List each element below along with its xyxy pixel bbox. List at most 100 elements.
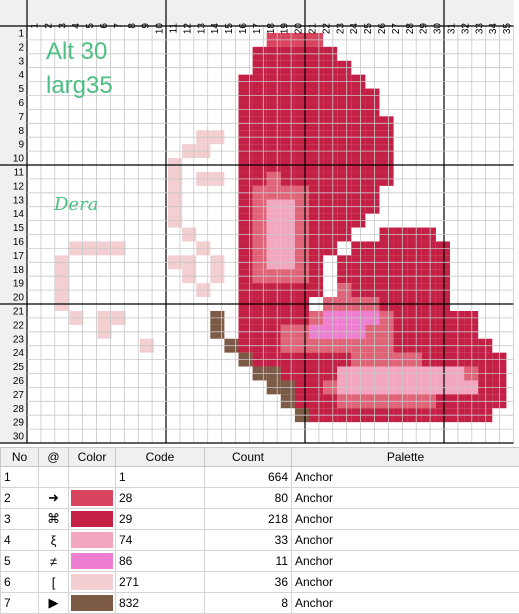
- legend-row[interactable]: 7 ▶ 832 8 Anchor: [1, 593, 519, 614]
- stitch-count: 218: [205, 509, 292, 530]
- row-number: 8: [18, 126, 24, 137]
- column-number: 33: [474, 23, 485, 35]
- column-number: 35: [502, 23, 513, 35]
- row-number: 21: [13, 306, 25, 317]
- row-number: 5: [1, 551, 39, 572]
- column-number: 28: [405, 23, 416, 35]
- palette-name: Anchor: [292, 551, 519, 572]
- header-color[interactable]: Color: [69, 448, 116, 467]
- palette-name: Anchor: [292, 488, 519, 509]
- column-number: 1: [29, 23, 40, 29]
- thread-code: 86: [116, 551, 205, 572]
- row-number: 30: [13, 432, 25, 443]
- color-swatch: [71, 595, 113, 611]
- row-number: 2: [18, 42, 24, 53]
- palette-name: Anchor: [292, 530, 519, 551]
- header-code[interactable]: Code: [116, 448, 205, 467]
- column-number: 3: [57, 23, 68, 29]
- designer-signature: Dera: [54, 194, 98, 215]
- color-swatch-cell: [69, 530, 116, 551]
- row-number: 6: [18, 98, 24, 109]
- row-number: 12: [13, 181, 25, 192]
- xi-icon: ξ: [39, 530, 69, 551]
- color-legend-table: No @ Color Code Count Palette 1 1 664 An…: [0, 447, 519, 614]
- stitch-count: 36: [205, 572, 292, 593]
- row-number: 28: [13, 404, 25, 415]
- stitch-count: 33: [205, 530, 292, 551]
- palette-name: Anchor: [292, 467, 519, 488]
- row-number: 17: [13, 251, 25, 262]
- row-number: 14: [13, 209, 25, 220]
- row-number: 7: [18, 112, 24, 123]
- color-swatch-cell: [69, 593, 116, 614]
- header-count[interactable]: Count: [205, 448, 292, 467]
- legend-row[interactable]: 4 ξ 74 33 Anchor: [1, 530, 519, 551]
- column-number: 31: [446, 23, 457, 35]
- row-number: 23: [13, 334, 25, 345]
- column-number: 30: [433, 23, 444, 35]
- row-number: 3: [1, 509, 39, 530]
- column-number: 22: [321, 23, 332, 35]
- column-number: 32: [460, 23, 471, 35]
- header-no[interactable]: No: [1, 448, 39, 467]
- column-number: 23: [335, 23, 346, 35]
- column-number: 24: [349, 23, 360, 35]
- color-swatch-cell: [69, 488, 116, 509]
- row-number: 27: [13, 390, 25, 401]
- row-number: 3: [18, 56, 24, 67]
- row-number: 4: [18, 70, 24, 81]
- column-number: 11: [168, 23, 179, 34]
- column-number: 21: [307, 23, 318, 35]
- thread-code: 29: [116, 509, 205, 530]
- legend-row[interactable]: 3 ⌘ 29 218 Anchor: [1, 509, 519, 530]
- row-number: 4: [1, 530, 39, 551]
- arrow-icon: ➜: [39, 488, 69, 509]
- column-number: 29: [419, 23, 430, 35]
- color-swatch: [71, 511, 113, 527]
- stitch-count: 8: [205, 593, 292, 614]
- row-number: 19: [13, 279, 25, 290]
- row-number: 1: [18, 28, 24, 39]
- stitch-count: 664: [205, 467, 292, 488]
- column-number: 25: [363, 23, 374, 35]
- column-header-bar: [0, 0, 514, 26]
- play-triangle-icon: ▶: [39, 593, 69, 614]
- row-number: 13: [13, 195, 25, 206]
- column-number: 14: [210, 23, 221, 35]
- color-swatch-cell: [69, 551, 116, 572]
- row-number: 2: [1, 488, 39, 509]
- row-number: 24: [13, 348, 25, 359]
- legend-row[interactable]: 2 ➜ 28 80 Anchor: [1, 488, 519, 509]
- row-number: 11: [14, 167, 25, 178]
- palette-name: Anchor: [292, 593, 519, 614]
- row-number: 9: [18, 140, 24, 151]
- column-number: 15: [224, 23, 235, 35]
- header-palette[interactable]: Palette: [292, 448, 519, 467]
- legend-row[interactable]: 5 ≠ 86 11 Anchor: [1, 551, 519, 572]
- legend-row[interactable]: 6 [ 271 36 Anchor: [1, 572, 519, 593]
- color-swatch: [71, 469, 113, 485]
- column-number: 9: [141, 23, 152, 29]
- color-swatch: [71, 490, 113, 506]
- column-number: 26: [377, 23, 388, 35]
- height-label: Alt 30: [46, 38, 107, 66]
- header-symbol[interactable]: @: [39, 448, 69, 467]
- row-number: 25: [13, 362, 25, 373]
- row-number: 22: [13, 320, 25, 331]
- color-swatch-cell: [69, 572, 116, 593]
- not-equal-icon: ≠: [39, 551, 69, 572]
- row-number: 26: [13, 376, 25, 387]
- column-number: 10: [155, 23, 166, 35]
- thread-code: 28: [116, 488, 205, 509]
- legend-row[interactable]: 1 1 664 Anchor: [1, 467, 519, 488]
- column-number: 27: [391, 23, 402, 35]
- row-number: 1: [1, 467, 39, 488]
- row-number: 15: [13, 223, 25, 234]
- column-number: 2: [43, 23, 54, 29]
- color-swatch: [71, 553, 113, 569]
- thread-code: 271: [116, 572, 205, 593]
- thread-code: 74: [116, 530, 205, 551]
- column-number: 4: [71, 23, 82, 29]
- column-number: 13: [196, 23, 207, 35]
